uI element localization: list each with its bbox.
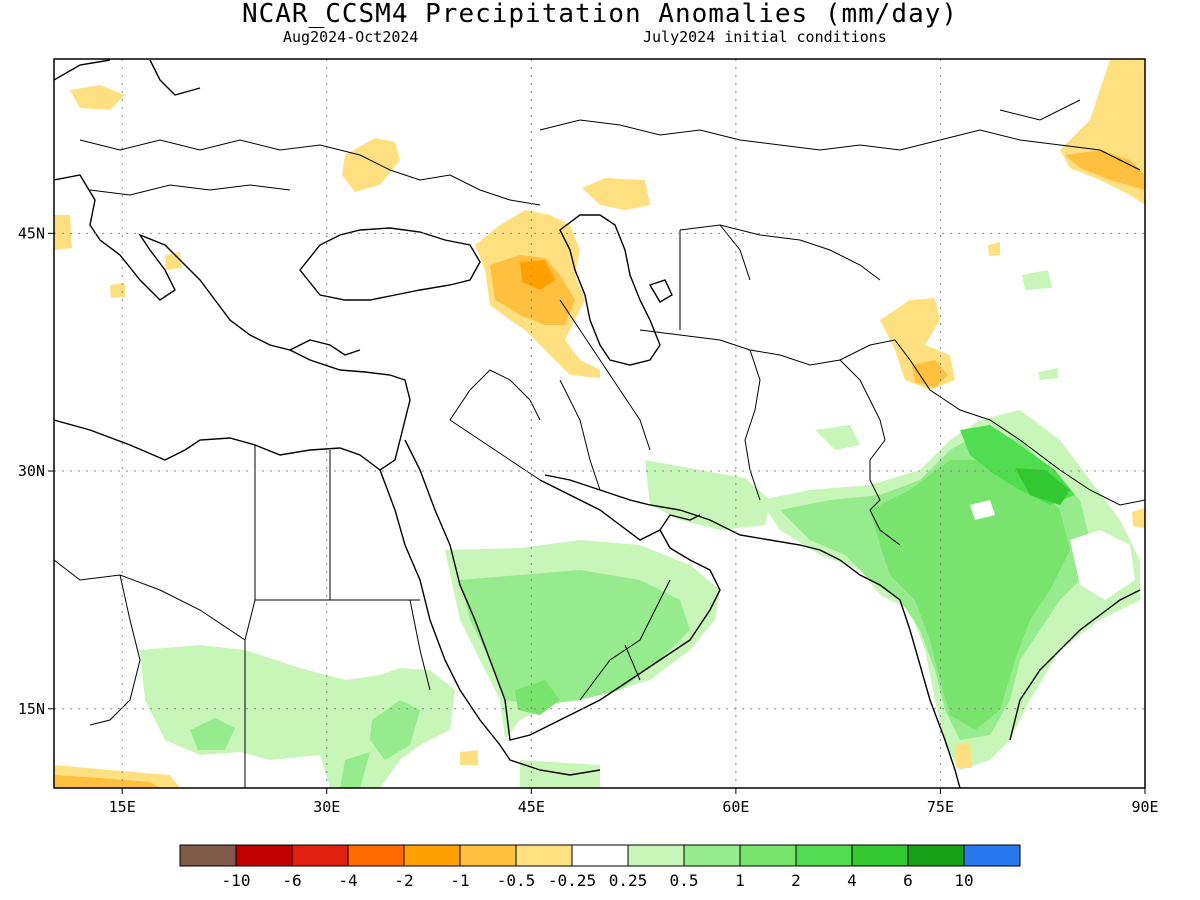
india-south-dry-blob	[955, 742, 972, 768]
x-tick-label-4: 75E	[927, 798, 954, 816]
x-tick-label-2: 45E	[518, 798, 545, 816]
sahel-wet-core	[190, 718, 235, 750]
africa-south-dry-core	[54, 775, 160, 788]
kazakh-dry	[582, 178, 650, 210]
colorbar-label-2: -4	[338, 871, 357, 890]
ukraine-dry	[342, 138, 400, 192]
karakoram-dry-core	[912, 360, 948, 388]
forecast-period: Aug2024-Oct2024	[283, 28, 419, 46]
burma-dry-blob	[1132, 508, 1145, 528]
colorbar-label-4: -1	[450, 871, 469, 890]
arabia-wet-core	[460, 570, 690, 705]
colorbar-label-6: -0.25	[548, 871, 596, 890]
initial-conditions: July2024 initial conditions	[643, 28, 887, 46]
grid-lines	[54, 59, 1145, 788]
colorbar-label-11: 4	[847, 871, 857, 890]
oman-wet	[645, 460, 770, 530]
ethiopia-wet-core	[370, 700, 420, 760]
anomaly-shading	[54, 60, 1145, 788]
colorbar-label-1: -6	[282, 871, 301, 890]
y-axis-ticks: 45N 30N 15N	[18, 224, 54, 718]
central-asia-wet-blob	[1022, 270, 1052, 290]
colorbar-swatch-14	[963, 844, 1021, 867]
colorbar-label-3: -2	[394, 871, 413, 890]
colorbar-swatch-9	[683, 844, 741, 867]
coastlines	[54, 59, 1141, 788]
colorbar-swatch-13	[907, 844, 965, 867]
europe-dry-blob-1	[70, 85, 125, 110]
y-tick-label-0: 45N	[18, 224, 45, 242]
balkan-dry-blob	[165, 252, 182, 270]
colorbar	[179, 844, 1021, 867]
colorbar-labels: -10 -6 -4 -2 -1 -0.5 -0.25 0.25 0.5 1 2 4 6 10	[222, 871, 974, 890]
horn-dry-blob	[460, 750, 478, 765]
tibet-wet-blob	[1038, 368, 1058, 380]
colorbar-swatch-3	[347, 844, 405, 867]
colorbar-swatch-8	[627, 844, 685, 867]
colorbar-label-0: -10	[222, 871, 251, 890]
colorbar-label-7: 0.25	[609, 871, 648, 890]
country-borders	[54, 99, 1145, 788]
colorbar-swatch-10	[739, 844, 797, 867]
colorbar-swatch-2	[291, 844, 349, 867]
greece-dry-blob	[110, 283, 125, 298]
colorbar-swatch-1	[235, 844, 293, 867]
y-tick-label-2: 15N	[18, 700, 45, 718]
colorbar-swatch-6	[515, 844, 573, 867]
x-tick-label-0: 15E	[109, 798, 136, 816]
colorbar-label-13: 10	[954, 871, 973, 890]
map-title: NCAR_CCSM4 Precipitation Anomalies (mm/d…	[241, 0, 959, 29]
yemen-wet-core	[515, 680, 560, 715]
colorbar-swatch-4	[403, 844, 461, 867]
x-tick-label-5: 90E	[1131, 798, 1158, 816]
colorbar-swatch-12	[851, 844, 909, 867]
x-tick-label-1: 30E	[313, 798, 340, 816]
sudan-wet-core	[340, 752, 370, 788]
y-tick-label-1: 30N	[18, 462, 45, 480]
map-frame	[53, 58, 1146, 789]
colorbar-swatch-11	[795, 844, 853, 867]
sahel-wet-area	[140, 645, 455, 788]
india-wet-core	[870, 460, 1070, 730]
colorbar-label-8: 0.5	[670, 871, 699, 890]
colorbar-label-10: 2	[791, 871, 801, 890]
mongolia-dry-core	[1065, 150, 1145, 190]
colorbar-swatch-5	[459, 844, 517, 867]
colorbar-swatch-7	[571, 844, 629, 867]
caucasus-dry-center	[520, 260, 555, 290]
india-east-white	[1070, 530, 1135, 600]
italy-dry-blob	[54, 215, 72, 250]
caucasus-dry-core	[490, 255, 575, 325]
colorbar-label-5: -0.5	[497, 871, 536, 890]
nepal-wet-core	[1015, 468, 1070, 505]
x-tick-label-3: 60E	[722, 798, 749, 816]
india-white-hole	[970, 500, 995, 520]
colorbar-label-12: 6	[903, 871, 913, 890]
tibet-dry-blob	[988, 242, 1000, 256]
colorbar-swatch-0	[179, 844, 237, 867]
afghan-wet-blob	[815, 425, 860, 450]
x-axis-ticks: 15E 30E 45E 60E 75E 90E	[109, 788, 1159, 816]
colorbar-label-9: 1	[735, 871, 745, 890]
